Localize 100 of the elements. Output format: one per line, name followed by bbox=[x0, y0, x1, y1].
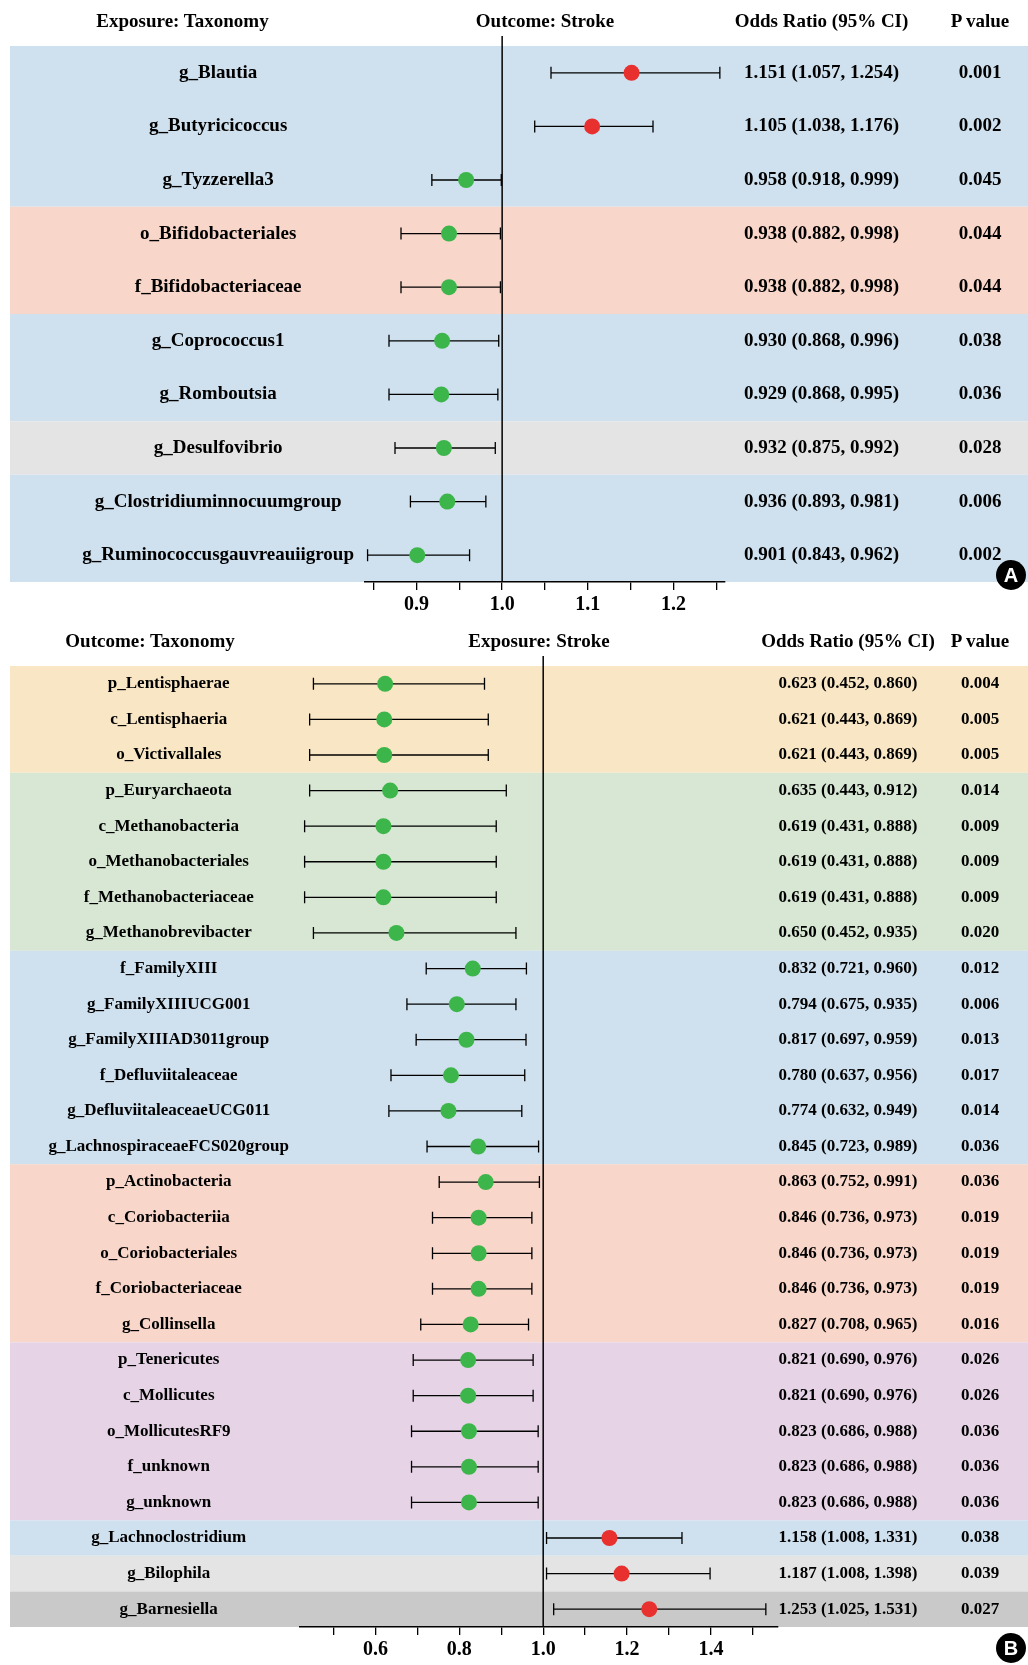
data-label: 0.621 (0.443, 0.869) bbox=[778, 744, 918, 764]
data-label: 0.817 (0.697, 0.959) bbox=[778, 1029, 918, 1049]
text: 0.044 bbox=[958, 221, 1002, 243]
text: P value bbox=[950, 9, 1010, 31]
text: 0.020 bbox=[960, 922, 1000, 942]
text: 0.009 bbox=[960, 851, 1000, 871]
y-tick-label: c_Methanobacteria bbox=[98, 815, 240, 835]
data-label: 0.619 (0.431, 0.888) bbox=[778, 886, 918, 906]
text: 0.009 bbox=[960, 886, 1000, 906]
text: 0.006 bbox=[960, 993, 1000, 1013]
data-label: 0.823 (0.686, 0.988) bbox=[778, 1491, 918, 1511]
y-tick-label: g_Barnesiella bbox=[119, 1598, 219, 1618]
x-tick-label: 1.0 bbox=[489, 592, 515, 615]
text: 0.016 bbox=[960, 1313, 1000, 1333]
data-label: 0.846 (0.736, 0.973) bbox=[778, 1242, 918, 1262]
x-tick-label: 0.8 bbox=[446, 1637, 472, 1660]
text: 0.038 bbox=[960, 1527, 1000, 1547]
text: P value bbox=[950, 629, 1010, 651]
data-label: 0.623 (0.452, 0.860) bbox=[778, 673, 918, 693]
y-tick-label: o_Coriobacteriales bbox=[100, 1242, 238, 1262]
y-tick-label: g_Butyricicoccus bbox=[149, 114, 288, 136]
data-label: 0.827 (0.708, 0.965) bbox=[778, 1313, 918, 1333]
data-label: 0.780 (0.637, 0.956) bbox=[778, 1064, 918, 1084]
data-label: 0.863 (0.752, 0.991) bbox=[778, 1171, 918, 1191]
y-axis-title: Outcome: Taxonomy bbox=[65, 629, 236, 651]
data-label: 0.901 (0.843, 0.962) bbox=[743, 543, 900, 566]
data-label: 0.958 (0.918, 0.999) bbox=[743, 167, 900, 190]
data-label: 0.635 (0.443, 0.912) bbox=[778, 779, 918, 799]
y-tick-label: f_Coriobacteriaceae bbox=[95, 1278, 243, 1298]
y-tick-label: p_Lentisphaerae bbox=[107, 673, 231, 693]
data-label: 0.823 (0.686, 0.988) bbox=[778, 1456, 918, 1476]
y-tick-label: g_Lachnoclostridium bbox=[91, 1527, 247, 1547]
text: 0.004 bbox=[960, 673, 1000, 693]
y-tick-label: g_Tyzzerella3 bbox=[162, 167, 274, 189]
text: 0.038 bbox=[958, 328, 1002, 350]
y-tick-label: g_Coprococcus1 bbox=[151, 328, 285, 350]
y-tick-label: g_Desulfovibrio bbox=[153, 435, 283, 457]
text: 0.036 bbox=[958, 382, 1002, 404]
text: 0.017 bbox=[960, 1064, 1000, 1084]
text: 0.039 bbox=[960, 1563, 1000, 1582]
text: 0.027 bbox=[960, 1598, 1000, 1618]
text: 0.026 bbox=[960, 1385, 1000, 1405]
data-label: 0.794 (0.675, 0.935) bbox=[778, 993, 918, 1013]
y-tick-label: f_FamilyXIII bbox=[120, 957, 218, 977]
y-tick-label: p_Actinobacteria bbox=[105, 1171, 233, 1191]
text: 0.019 bbox=[960, 1207, 1000, 1227]
letter-badge: B bbox=[996, 1633, 1026, 1663]
data-label: 0.619 (0.431, 0.888) bbox=[778, 815, 918, 835]
data-label: 1.253 (1.025, 1.531) bbox=[778, 1598, 918, 1618]
y-tick-label: g_DefluviitaleaceaeUCG011 bbox=[67, 1100, 271, 1120]
y-tick-label: o_MollicutesRF9 bbox=[106, 1420, 231, 1440]
x-tick-label: 1.1 bbox=[575, 592, 601, 615]
text: 0.019 bbox=[960, 1278, 1000, 1298]
text: 0.002 bbox=[958, 114, 1002, 136]
x-tick-label: 0.9 bbox=[403, 592, 429, 615]
text: 0.006 bbox=[958, 489, 1002, 511]
y-tick-label: o_Methanobacteriales bbox=[88, 851, 250, 871]
text: 0.019 bbox=[960, 1242, 1000, 1262]
text: 0.036 bbox=[960, 1135, 1000, 1155]
data-label: 0.845 (0.723, 0.989) bbox=[778, 1135, 918, 1155]
text: 0.036 bbox=[960, 1171, 1000, 1191]
data-label: 0.832 (0.721, 0.960) bbox=[778, 957, 918, 977]
y-tick-label: g_Collinsella bbox=[121, 1313, 216, 1333]
x-tick-label: 0.6 bbox=[362, 1637, 388, 1660]
text: 0.028 bbox=[958, 435, 1002, 457]
text: 0.001 bbox=[958, 60, 1002, 82]
data-label: 0.846 (0.736, 0.973) bbox=[778, 1207, 918, 1227]
text: 0.013 bbox=[960, 1029, 1000, 1049]
chart-title: Exposure: Stroke bbox=[468, 629, 610, 651]
y-tick-label: g_Blautia bbox=[179, 60, 258, 82]
text: 0.005 bbox=[960, 708, 1000, 728]
data-label: 0.936 (0.893, 0.981) bbox=[743, 489, 900, 512]
y-tick-label: g_FamilyXIIIUCG001 bbox=[87, 993, 251, 1013]
y-tick-label: g_Romboutsia bbox=[159, 382, 278, 404]
y-axis-title: Exposure: Taxonomy bbox=[96, 9, 270, 31]
y-tick-label: g_Methanobrevibacter bbox=[85, 922, 253, 942]
data-label: 0.938 (0.882, 0.998) bbox=[743, 221, 900, 244]
text: 0.014 bbox=[960, 1100, 1000, 1120]
data-label: 0.774 (0.632, 0.949) bbox=[778, 1100, 918, 1120]
y-tick-label: f_Bifidobacteriaceae bbox=[134, 275, 302, 297]
x-tick-label: 1.4 bbox=[698, 1637, 724, 1660]
data-label: 1.151 (1.057, 1.254) bbox=[743, 60, 900, 83]
text: 0.026 bbox=[960, 1349, 1000, 1369]
data-label: 0.823 (0.686, 0.988) bbox=[778, 1420, 918, 1440]
text: 0.044 bbox=[958, 275, 1002, 297]
data-label: 0.932 (0.875, 0.992) bbox=[743, 435, 900, 458]
text: 0.005 bbox=[960, 744, 1000, 764]
x-tick-label: 1.2 bbox=[661, 592, 687, 615]
data-label: 1.187 (1.008, 1.398) bbox=[778, 1563, 918, 1582]
text: Odds Ratio (95% CI) bbox=[761, 629, 935, 652]
y-tick-label: c_Coriobacteriia bbox=[107, 1207, 231, 1227]
text: 0.036 bbox=[960, 1456, 1000, 1476]
y-tick-label: g_FamilyXIIIAD3011group bbox=[68, 1029, 270, 1049]
letter-badge: A bbox=[996, 560, 1026, 590]
text: 0.036 bbox=[960, 1491, 1000, 1511]
y-tick-label: p_Tenericutes bbox=[118, 1349, 220, 1369]
y-tick-label: f_unknown bbox=[127, 1456, 211, 1476]
y-tick-label: f_Methanobacteriaceae bbox=[83, 886, 255, 906]
data-label: 0.929 (0.868, 0.995) bbox=[743, 382, 900, 405]
y-tick-label: p_Euryarchaeota bbox=[105, 779, 233, 799]
